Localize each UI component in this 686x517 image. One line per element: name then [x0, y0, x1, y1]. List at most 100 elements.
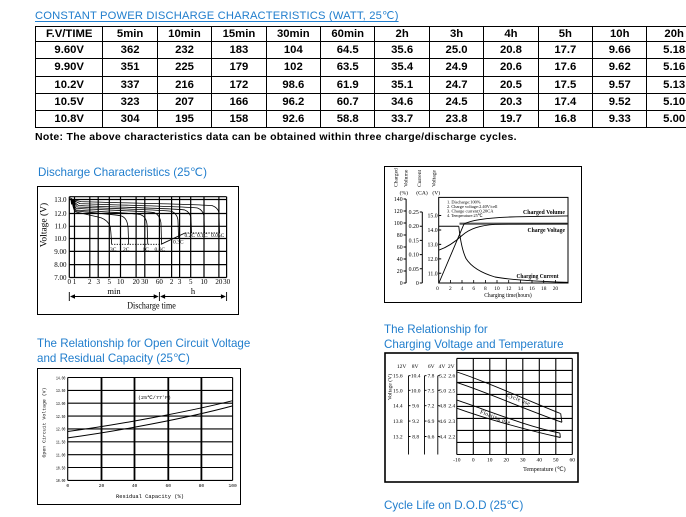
svg-text:Charging time(hours): Charging time(hours) [484, 292, 532, 299]
svg-text:15.0: 15.0 [428, 214, 438, 220]
svg-text:11.00: 11.00 [56, 453, 66, 459]
svg-text:14.0: 14.0 [428, 228, 438, 234]
svg-text:60: 60 [570, 458, 576, 464]
svg-text:3. Charge current:0.20CA: 3. Charge current:0.20CA [447, 208, 494, 213]
svg-text:80: 80 [199, 483, 205, 489]
svg-text:8.00: 8.00 [54, 261, 67, 269]
svg-text:0.2C: 0.2C [185, 233, 196, 239]
svg-text:7.5: 7.5 [428, 388, 435, 394]
svg-text:(25℃/77˚F): (25℃/77˚F) [138, 394, 171, 401]
svg-text:Current: Current [417, 169, 423, 187]
svg-text:8.8: 8.8 [412, 435, 419, 441]
svg-text:11.0: 11.0 [428, 271, 438, 277]
svg-text:2.5: 2.5 [448, 388, 455, 394]
svg-text:13.00: 13.00 [56, 401, 66, 407]
svg-text:7.2: 7.2 [428, 404, 435, 410]
svg-text:0: 0 [400, 281, 403, 287]
svg-text:0.05C: 0.05C [211, 233, 225, 239]
svg-text:0.15: 0.15 [409, 238, 419, 244]
svg-text:140: 140 [394, 197, 403, 203]
svg-text:40: 40 [132, 483, 138, 489]
svg-text:0.10: 0.10 [409, 253, 419, 259]
svg-text:2.2: 2.2 [448, 435, 455, 441]
svg-text:0.1C: 0.1C [197, 233, 208, 239]
svg-text:4.4: 4.4 [439, 435, 446, 441]
svg-text:10.00: 10.00 [56, 478, 66, 484]
svg-text:4.6: 4.6 [439, 419, 446, 425]
svg-text:2.4: 2.4 [448, 404, 455, 410]
svg-text:15.0: 15.0 [393, 388, 403, 394]
svg-text:1C: 1C [143, 247, 150, 253]
svg-text:2V: 2V [448, 364, 455, 370]
svg-text:3C: 3C [110, 247, 117, 253]
svg-text:0.3C: 0.3C [173, 240, 184, 246]
svg-text:20: 20 [397, 269, 403, 275]
svg-text:Voltage (V): Voltage (V) [387, 374, 394, 400]
svg-text:9.2: 9.2 [412, 419, 419, 425]
svg-text:0.25: 0.25 [409, 210, 419, 216]
svg-text:12.0: 12.0 [54, 210, 67, 218]
svg-text:2C: 2C [123, 247, 130, 253]
svg-text:20: 20 [99, 483, 105, 489]
svg-text:Charged Volume: Charged Volume [523, 209, 565, 216]
svg-text:13.8: 13.8 [393, 419, 403, 425]
svg-text:8V: 8V [412, 364, 419, 370]
svg-text:2.6: 2.6 [448, 374, 455, 380]
svg-text:Charged: Charged [394, 168, 400, 187]
svg-text:2.3: 2.3 [448, 419, 455, 425]
svg-text:3: 3 [178, 278, 182, 286]
svg-text:4.8: 4.8 [439, 404, 446, 410]
svg-text:15.6: 15.6 [393, 374, 403, 380]
svg-text:(CA): (CA) [416, 189, 428, 196]
svg-text:10: 10 [487, 458, 493, 464]
svg-text:16: 16 [529, 286, 535, 292]
svg-text:Open Circuit Voltage (V): Open Circuit Voltage (V) [42, 387, 48, 457]
svg-text:11.0: 11.0 [55, 223, 67, 231]
svg-text:30: 30 [223, 278, 231, 286]
svg-text:10: 10 [494, 286, 500, 292]
svg-text:4. Temperature:25℃: 4. Temperature:25℃ [447, 213, 483, 218]
svg-text:2: 2 [170, 278, 174, 286]
svg-text:10.0: 10.0 [54, 235, 67, 243]
svg-text:7.8: 7.8 [428, 374, 435, 380]
svg-text:5: 5 [108, 278, 112, 286]
svg-text:80: 80 [397, 233, 403, 239]
svg-text:0: 0 [472, 458, 475, 464]
svg-text:30: 30 [520, 458, 526, 464]
svg-text:6.9: 6.9 [428, 419, 435, 425]
svg-text:(%): (%) [400, 189, 409, 196]
svg-text:-10: -10 [453, 458, 461, 464]
svg-text:Temperature (℃): Temperature (℃) [523, 466, 565, 473]
svg-text:6: 6 [472, 286, 475, 292]
svg-text:Residual Capacity (%): Residual Capacity (%) [116, 493, 184, 500]
svg-text:4V: 4V [439, 364, 446, 370]
svg-text:100: 100 [228, 483, 237, 489]
svg-text:Discharge time: Discharge time [127, 302, 176, 312]
svg-text:10.0: 10.0 [411, 388, 421, 394]
svg-text:0.05: 0.05 [409, 267, 419, 273]
svg-text:11.50: 11.50 [56, 440, 66, 446]
svg-text:13.0: 13.0 [428, 242, 438, 248]
svg-text:Charge Voltage: Charge Voltage [528, 227, 566, 234]
svg-text:10: 10 [117, 278, 125, 286]
svg-text:0.6C: 0.6C [155, 247, 166, 253]
svg-text:9.6: 9.6 [412, 404, 419, 410]
svg-text:2: 2 [449, 286, 452, 292]
svg-text:2: 2 [88, 278, 92, 286]
svg-text:h: h [191, 286, 196, 296]
svg-text:Charging Current: Charging Current [517, 273, 560, 280]
svg-text:120: 120 [394, 209, 403, 215]
svg-text:12.50: 12.50 [56, 414, 66, 420]
svg-text:20: 20 [215, 278, 223, 286]
svg-text:12.00: 12.00 [56, 427, 66, 433]
svg-text:13.0: 13.0 [54, 196, 67, 204]
svg-text:14.00: 14.00 [56, 375, 66, 381]
svg-text:60: 60 [166, 483, 172, 489]
svg-text:0: 0 [416, 281, 419, 287]
svg-text:13.2: 13.2 [393, 435, 403, 441]
svg-text:1: 1 [73, 278, 77, 286]
svg-text:40: 40 [537, 458, 543, 464]
svg-text:6.6: 6.6 [428, 435, 435, 441]
svg-text:20: 20 [553, 286, 559, 292]
svg-text:100: 100 [394, 221, 403, 227]
